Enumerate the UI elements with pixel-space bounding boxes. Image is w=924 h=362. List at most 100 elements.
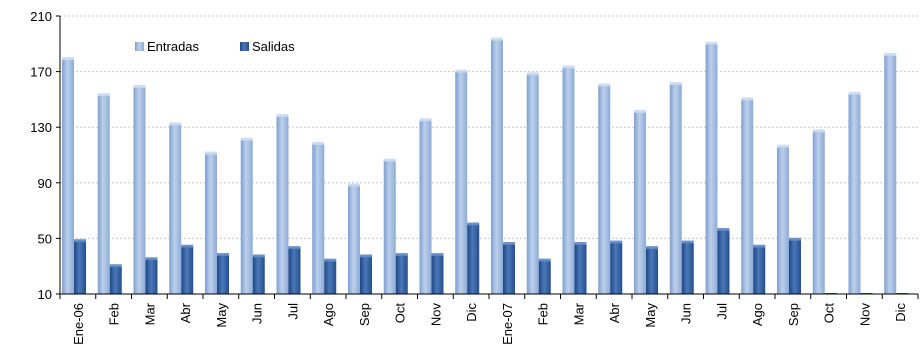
x-tick-label: Jul (285, 303, 300, 320)
x-tick-label: Dic (464, 303, 479, 322)
bar-salidas-top (109, 264, 122, 268)
bar-salidas-top (574, 241, 587, 245)
bar-entradas-top (240, 137, 253, 141)
bar-entradas (240, 139, 253, 294)
bar-entradas-top (669, 82, 682, 86)
bar-entradas-top (634, 109, 646, 113)
bar-entradas (705, 43, 718, 294)
bar-entradas-top (133, 84, 146, 88)
bar-entradas-top (419, 118, 432, 122)
x-tick-label: Dic (893, 303, 908, 322)
bar-entradas (491, 39, 503, 294)
y-tick-label: 10 (38, 287, 52, 302)
bar-entradas-top (455, 69, 468, 73)
bar-salidas (431, 255, 444, 294)
bar-salidas-top (681, 240, 694, 244)
bar-entradas (419, 120, 432, 294)
bar-salidas-top (753, 244, 766, 248)
y-tick-label: 170 (30, 65, 52, 80)
bar-entradas (562, 67, 575, 295)
bar-salidas (109, 266, 122, 294)
bar-salidas (145, 259, 158, 294)
x-tick-label: Oct (822, 303, 837, 324)
x-tick-label: Abr (178, 302, 193, 323)
bar-entradas (741, 99, 754, 295)
bar-entradas (133, 86, 146, 294)
bar-salidas-top (145, 257, 158, 261)
bar-salidas-top (789, 237, 801, 241)
bar-entradas-top (562, 65, 575, 69)
bar-entradas-top (705, 41, 718, 45)
bar-entradas-top (848, 91, 861, 95)
y-tick-label: 90 (38, 176, 52, 191)
bar-salidas (538, 260, 551, 294)
y-tick-label: 130 (30, 120, 52, 135)
bar-salidas-top (503, 241, 515, 245)
gridlines (60, 15, 918, 239)
bar-entradas-top (312, 141, 325, 145)
bar-salidas-top (538, 258, 551, 262)
bar-entradas (348, 185, 360, 294)
x-tick-label: Feb (536, 303, 551, 325)
bar-salidas (646, 248, 658, 294)
x-tick-label: Ene-06 (71, 303, 86, 345)
bars (62, 37, 909, 295)
bar-salidas (610, 242, 623, 294)
x-tick-label: Oct (393, 303, 408, 324)
bar-salidas-top (610, 240, 623, 244)
bar-entradas-top (205, 151, 217, 155)
bar-salidas-top (252, 254, 265, 258)
bar-salidas-top (395, 253, 408, 257)
bar-entradas-top (526, 72, 539, 76)
x-tick-label: Ago (321, 303, 336, 326)
bar-salidas (717, 230, 730, 294)
bar-entradas-top (598, 83, 611, 87)
bar-entradas-top (383, 158, 396, 162)
bar-entradas (598, 85, 611, 294)
bar-salidas (789, 239, 801, 294)
bar-entradas-top (777, 144, 789, 148)
legend: Entradas Salidas (135, 39, 295, 54)
bar-salidas (324, 260, 337, 294)
bar-salidas (360, 256, 372, 294)
bar-salidas-top (181, 244, 194, 248)
bar-entradas (669, 84, 682, 294)
bar-salidas-top (646, 246, 658, 250)
bar-entradas (62, 59, 74, 295)
bar-entradas (526, 74, 539, 294)
bar-salidas (181, 246, 194, 294)
x-tick-label: Mar (142, 302, 157, 325)
bar-entradas-top (62, 57, 74, 61)
bar-entradas-top (884, 52, 897, 56)
bar-entradas-top (97, 93, 110, 97)
bar-salidas (753, 246, 766, 294)
bar-entradas (848, 93, 861, 294)
bar-salidas-top (467, 222, 480, 226)
x-tick-label: Feb (107, 303, 122, 325)
bar-salidas-top (431, 253, 444, 257)
bar-salidas (681, 242, 694, 294)
x-tick-label: May (643, 303, 658, 328)
bar-entradas (276, 116, 289, 294)
x-tick-label: Sep (357, 303, 372, 326)
bar-salidas-top (717, 228, 730, 232)
bar-salidas (288, 248, 301, 294)
legend-swatch-entradas (135, 42, 144, 51)
x-tick-label: Sep (786, 303, 801, 326)
x-tick-label: Nov (428, 303, 443, 327)
bar-salidas-top (360, 254, 372, 258)
bar-salidas (574, 243, 587, 294)
bar-entradas (383, 160, 396, 294)
bar-entradas (634, 111, 646, 294)
bar-entradas (205, 153, 217, 294)
x-tick-label: Ago (750, 303, 765, 326)
x-tick-label: Ene-07 (500, 303, 515, 345)
x-tick-label: Jun (250, 303, 265, 324)
bar-entradas-top (741, 97, 754, 101)
bar-salidas (395, 255, 408, 294)
bar-salidas (467, 224, 480, 294)
bar-salidas (503, 243, 515, 294)
legend-label-salidas: Salidas (252, 39, 295, 54)
x-tick-label: Jun (679, 303, 694, 324)
